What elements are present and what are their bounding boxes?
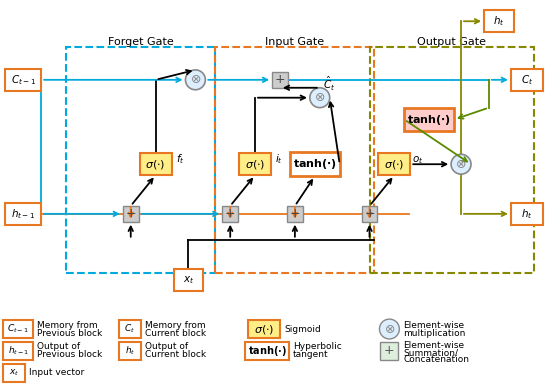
- FancyBboxPatch shape: [361, 206, 377, 222]
- Text: +: +: [290, 207, 300, 220]
- Text: $C_{t-1}$: $C_{t-1}$: [11, 73, 36, 87]
- Text: tangent: tangent: [293, 350, 328, 359]
- FancyBboxPatch shape: [173, 270, 204, 291]
- FancyBboxPatch shape: [123, 206, 139, 222]
- Text: $\otimes$: $\otimes$: [384, 322, 395, 336]
- Text: Element-wise: Element-wise: [403, 321, 464, 329]
- FancyBboxPatch shape: [378, 153, 410, 175]
- Text: $\mathbf{tanh(\cdot)}$: $\mathbf{tanh(\cdot)}$: [293, 157, 337, 171]
- FancyBboxPatch shape: [119, 342, 141, 360]
- FancyBboxPatch shape: [290, 152, 340, 176]
- Text: $h_{t-1}$: $h_{t-1}$: [8, 345, 29, 357]
- FancyBboxPatch shape: [511, 69, 543, 91]
- Text: $\sigma(\cdot)$: $\sigma(\cdot)$: [384, 158, 405, 171]
- Text: Memory from: Memory from: [145, 321, 205, 329]
- Text: Previous block: Previous block: [37, 350, 102, 359]
- FancyBboxPatch shape: [140, 153, 172, 175]
- FancyBboxPatch shape: [6, 69, 41, 91]
- Text: multiplication: multiplication: [403, 328, 466, 338]
- FancyBboxPatch shape: [239, 153, 271, 175]
- Text: $i_t$: $i_t$: [275, 152, 283, 166]
- Text: $h_t$: $h_t$: [521, 207, 532, 221]
- Text: $C_{t-1}$: $C_{t-1}$: [7, 323, 29, 335]
- Text: Output of: Output of: [145, 342, 188, 351]
- Circle shape: [185, 70, 205, 90]
- Text: +: +: [225, 207, 235, 220]
- Text: $h_t$: $h_t$: [493, 14, 505, 28]
- Circle shape: [310, 88, 329, 108]
- Text: +: +: [125, 207, 136, 220]
- Text: $o_t$: $o_t$: [412, 154, 424, 166]
- FancyBboxPatch shape: [511, 203, 543, 225]
- Text: $\sigma(\cdot)$: $\sigma(\cdot)$: [254, 322, 274, 336]
- Text: $f_t$: $f_t$: [175, 152, 184, 166]
- Text: Summation/: Summation/: [403, 349, 458, 357]
- FancyBboxPatch shape: [3, 364, 25, 382]
- Text: $x_t$: $x_t$: [183, 275, 194, 286]
- Text: $\mathbf{tanh(\cdot)}$: $\mathbf{tanh(\cdot)}$: [248, 344, 287, 358]
- Text: +: +: [274, 73, 285, 86]
- Text: Sigmoid: Sigmoid: [284, 324, 321, 333]
- Circle shape: [451, 154, 471, 174]
- Text: +: +: [364, 207, 375, 220]
- Text: $x_t$: $x_t$: [9, 368, 19, 378]
- Text: $C_t$: $C_t$: [520, 73, 533, 87]
- Text: Input Gate: Input Gate: [265, 37, 324, 47]
- FancyBboxPatch shape: [248, 320, 280, 338]
- Text: Forget Gate: Forget Gate: [108, 37, 174, 47]
- FancyBboxPatch shape: [404, 108, 454, 131]
- Text: Concatenation: Concatenation: [403, 355, 469, 364]
- FancyBboxPatch shape: [3, 320, 33, 338]
- Text: $\otimes$: $\otimes$: [314, 91, 326, 104]
- FancyBboxPatch shape: [119, 320, 141, 338]
- Text: Output Gate: Output Gate: [416, 37, 486, 47]
- Text: Previous block: Previous block: [37, 328, 102, 338]
- Text: $\mathbf{tanh(\cdot)}$: $\mathbf{tanh(\cdot)}$: [407, 112, 451, 126]
- FancyBboxPatch shape: [222, 206, 238, 222]
- FancyBboxPatch shape: [3, 342, 33, 360]
- FancyBboxPatch shape: [6, 203, 41, 225]
- Text: $C_t$: $C_t$: [124, 323, 135, 335]
- Text: $h_t$: $h_t$: [124, 345, 135, 357]
- FancyBboxPatch shape: [381, 342, 398, 360]
- FancyBboxPatch shape: [272, 72, 288, 88]
- Text: Input vector: Input vector: [29, 368, 85, 377]
- FancyBboxPatch shape: [287, 206, 303, 222]
- FancyBboxPatch shape: [484, 11, 514, 32]
- Text: Current block: Current block: [145, 328, 206, 338]
- Text: Element-wise: Element-wise: [403, 342, 464, 350]
- Text: $\otimes$: $\otimes$: [190, 73, 201, 86]
- Text: $\hat{C}_t$: $\hat{C}_t$: [323, 75, 335, 93]
- Text: $\sigma(\cdot)$: $\sigma(\cdot)$: [145, 158, 166, 171]
- Text: Memory from: Memory from: [37, 321, 98, 329]
- Text: Hyperbolic: Hyperbolic: [293, 342, 342, 351]
- FancyBboxPatch shape: [245, 342, 289, 360]
- Text: $\sigma(\cdot)$: $\sigma(\cdot)$: [245, 158, 265, 171]
- Text: $h_{t-1}$: $h_{t-1}$: [11, 207, 35, 221]
- Text: Current block: Current block: [145, 350, 206, 359]
- Text: $\otimes$: $\otimes$: [455, 158, 467, 171]
- Circle shape: [379, 319, 399, 339]
- Text: Output of: Output of: [37, 342, 80, 351]
- Text: +: +: [384, 344, 395, 357]
